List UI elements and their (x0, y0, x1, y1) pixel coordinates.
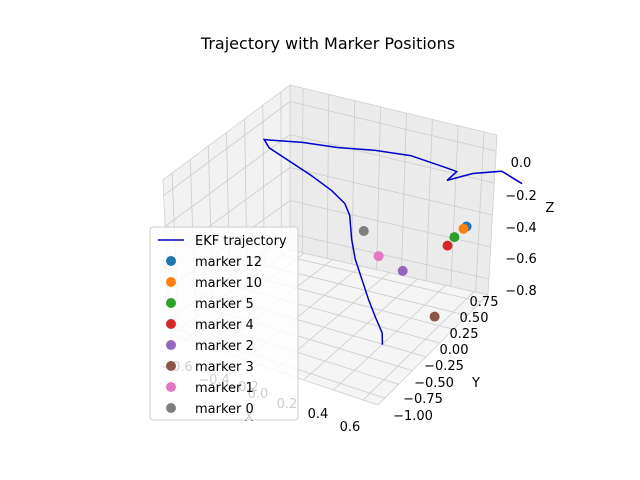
grid-line (333, 285, 446, 391)
legend-label: marker 4 (195, 318, 254, 333)
grid-line (163, 101, 291, 196)
legend-marker-swatch (166, 277, 176, 287)
marker-point (373, 251, 384, 262)
legend-marker-swatch (166, 298, 176, 308)
legend-box (149, 226, 299, 421)
marker-point (397, 265, 408, 276)
z-tick-label: 0.0 (511, 156, 532, 171)
legend-label: EKF trajectory (195, 234, 287, 249)
legend-marker-swatch (166, 361, 176, 371)
y-tick-label: 0.00 (440, 343, 469, 358)
legend-marker-swatch (166, 319, 176, 329)
y-tick-label: −1.00 (393, 409, 433, 424)
y-tick-label: 0.75 (470, 295, 499, 310)
marker-point (449, 232, 460, 243)
legend-label: marker 1 (195, 381, 254, 396)
z-tick-label: −0.2 (505, 189, 537, 204)
grid-line (303, 278, 418, 381)
grid-line (362, 291, 475, 401)
grid-line (164, 134, 291, 227)
legend-label: marker 0 (195, 402, 254, 417)
grid-line (282, 254, 482, 303)
plot-area (262, 138, 523, 345)
trajectory-line (262, 138, 523, 345)
marker-point (458, 223, 469, 234)
marker-point (358, 226, 369, 236)
z-tick-label: −0.4 (505, 221, 537, 236)
y-axis-label: Y (471, 376, 480, 391)
marker-point (429, 311, 440, 322)
grid-line (289, 167, 493, 216)
y-tick-label: −0.25 (424, 359, 464, 374)
legend-marker-swatch (166, 403, 176, 413)
z-tick-label: −0.8 (505, 284, 537, 299)
legend-label: marker 10 (195, 276, 262, 291)
legend-marker-swatch (166, 382, 176, 392)
legend-label: marker 2 (195, 339, 254, 354)
y-tick-label: −0.75 (403, 392, 443, 407)
x-tick-label: 0.4 (308, 407, 329, 422)
marker-point (442, 240, 453, 251)
grid-line (267, 265, 468, 317)
grid-line (289, 233, 489, 280)
grid-line (289, 101, 497, 152)
legend: EKF trajectory marker 12 marker 10 marker 5… (149, 226, 299, 421)
legend-marker-swatch (166, 256, 176, 266)
z-tick-label: −0.6 (505, 252, 537, 267)
y-tick-label: 0.50 (460, 311, 489, 326)
legend-label: marker 3 (195, 360, 254, 375)
legend-marker-swatch (166, 340, 176, 350)
chart-title: Trajectory with Marker Positions (200, 34, 455, 53)
legend-label: marker 5 (195, 297, 254, 312)
x-tick-label: 0.6 (340, 420, 361, 435)
grid-line (289, 134, 495, 184)
y-tick-label: 0.25 (450, 327, 479, 342)
z-axis-label: Z (546, 201, 555, 216)
y-tick-label: −0.50 (414, 376, 454, 391)
legend-label: marker 12 (195, 255, 262, 270)
